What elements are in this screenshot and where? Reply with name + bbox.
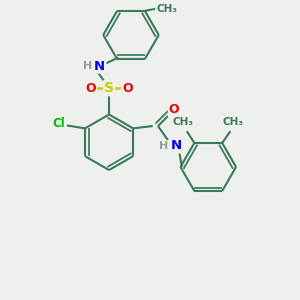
Text: N: N	[170, 140, 182, 152]
Text: CH₃: CH₃	[223, 117, 244, 128]
Text: S: S	[104, 81, 114, 95]
Text: H: H	[83, 61, 93, 71]
Text: CH₃: CH₃	[173, 117, 194, 128]
Text: N: N	[94, 60, 105, 73]
Text: CH₃: CH₃	[156, 4, 177, 14]
Text: O: O	[122, 82, 133, 95]
Text: H: H	[159, 141, 168, 151]
Text: O: O	[85, 82, 96, 95]
Text: O: O	[169, 103, 179, 116]
Text: Cl: Cl	[52, 118, 65, 130]
